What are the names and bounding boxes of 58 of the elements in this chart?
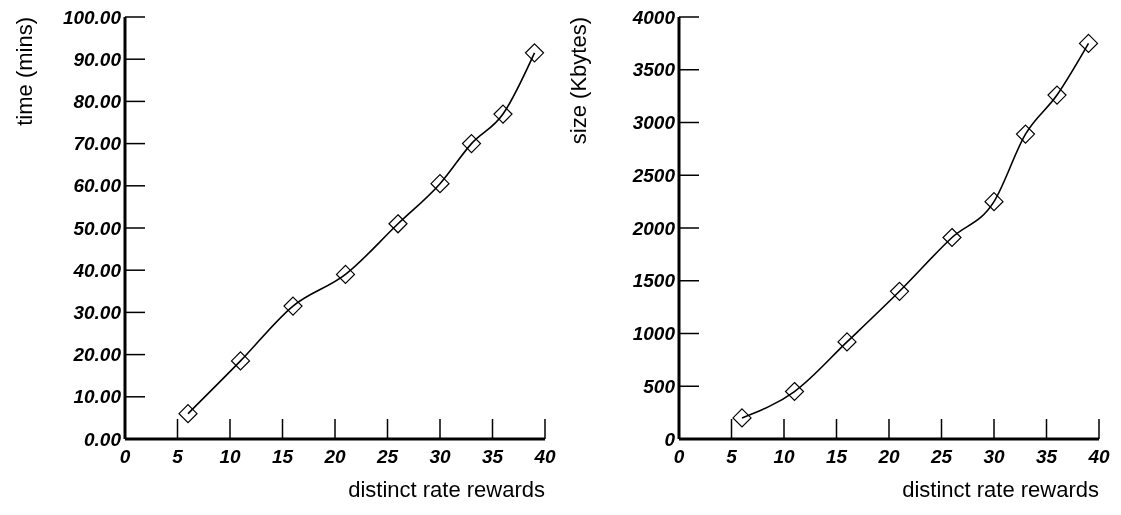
point <box>493 104 513 124</box>
y-tick-label: 500 <box>643 375 676 397</box>
x-tick-label: 15 <box>271 446 294 467</box>
point <box>230 351 251 371</box>
x-tick-label: 20 <box>877 446 900 467</box>
y-tick-label: 20.00 <box>72 344 122 366</box>
y-tick-label: 60.00 <box>73 175 122 197</box>
x-tick-label: 20 <box>323 446 346 467</box>
y-tick-label: 10.00 <box>73 386 122 408</box>
x-tick-label: 30 <box>429 446 451 467</box>
y-tick-label: 0 <box>664 428 676 450</box>
y-tick-label: 1000 <box>632 323 676 345</box>
point <box>388 214 408 234</box>
y-tick-label: 80.00 <box>73 91 122 113</box>
point <box>942 227 962 248</box>
point <box>524 43 545 63</box>
y-tick-label: 0.00 <box>84 428 122 450</box>
y-axis-title: time (mins) <box>12 17 37 126</box>
point <box>1047 85 1067 105</box>
x-tick-label: 35 <box>1035 446 1058 467</box>
x-tick-label: 15 <box>825 446 848 467</box>
point <box>732 408 752 428</box>
x-axis-title: distinct rate rewards <box>902 477 1099 502</box>
x-tick-label: 40 <box>1087 446 1110 467</box>
x-axis-title: distinct rate rewards <box>348 477 545 502</box>
point <box>430 174 450 194</box>
y-tick-label: 70.00 <box>73 133 122 155</box>
x-tick-label: 40 <box>533 446 556 467</box>
x-tick-label: 5 <box>726 446 738 467</box>
y-tick-label: 4000 <box>631 6 676 28</box>
x-tick-label: 10 <box>219 446 241 467</box>
y-axis-title: size (Kbytes) <box>566 17 591 145</box>
y-tick-label: 50.00 <box>73 217 122 239</box>
x-tick-label: 25 <box>375 446 399 467</box>
point <box>889 281 910 301</box>
point <box>178 404 198 424</box>
x-tick-label: 10 <box>773 446 795 467</box>
y-tick-label: 1500 <box>632 270 676 292</box>
y-tick-label: 3500 <box>632 59 676 81</box>
y-tick-label: 30.00 <box>73 302 122 324</box>
y-tick-label: 3000 <box>632 112 676 134</box>
point <box>1078 33 1099 53</box>
y-tick-label: 100.00 <box>62 6 122 28</box>
x-tick-label: 30 <box>983 446 1005 467</box>
point <box>784 381 805 402</box>
y-tick-label: 90.00 <box>73 48 122 70</box>
x-tick-label: 5 <box>172 446 184 467</box>
point <box>335 264 356 285</box>
point <box>461 134 482 154</box>
point <box>1015 124 1036 144</box>
y-tick-label: 2500 <box>631 164 676 186</box>
y-tick-label: 40.00 <box>72 259 122 281</box>
x-tick-label: 35 <box>481 446 504 467</box>
point <box>837 332 857 352</box>
y-tick-label: 2000 <box>631 217 676 239</box>
x-tick-label: 25 <box>929 446 953 467</box>
point <box>984 192 1004 212</box>
point <box>283 296 303 316</box>
